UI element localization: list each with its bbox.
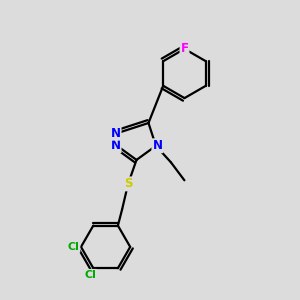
Text: N: N [111,139,121,152]
Text: Cl: Cl [68,242,80,252]
Text: Cl: Cl [84,270,96,280]
Text: S: S [124,177,132,190]
Text: F: F [181,42,188,56]
Text: N: N [111,127,121,140]
Text: N: N [152,139,162,152]
